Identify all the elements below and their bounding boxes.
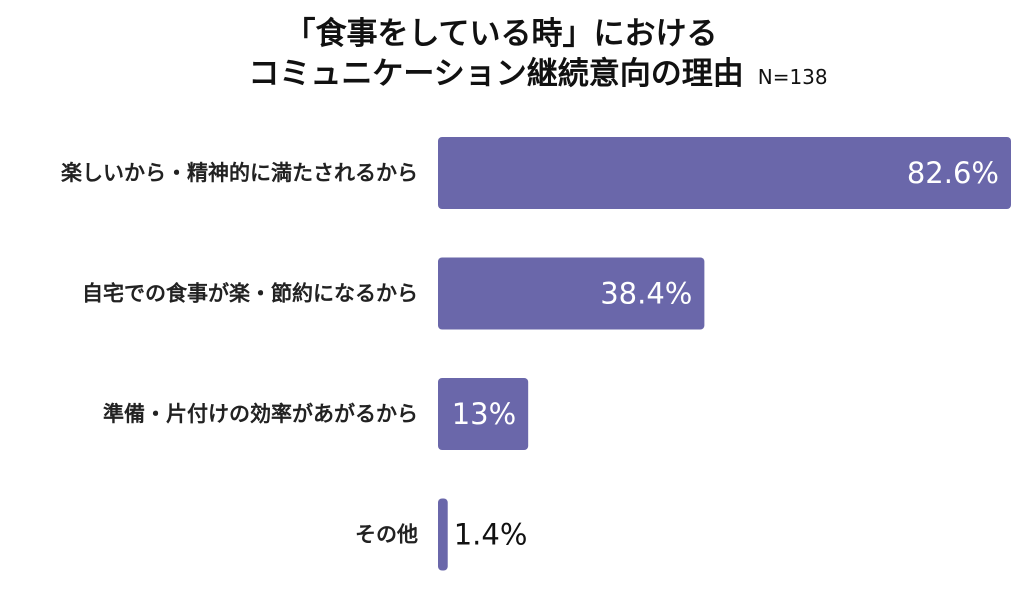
- value-label-3: 1.4%: [454, 518, 528, 552]
- value-label-2: 13%: [452, 397, 516, 431]
- category-label-1: 自宅での食事が楽・節約になるから: [82, 282, 418, 306]
- value-label-1: 38.4%: [600, 277, 692, 311]
- bar-0: [438, 137, 1011, 209]
- category-label-3: その他: [355, 523, 418, 547]
- bar-1: [438, 257, 705, 330]
- sample-size-label: N=138: [757, 65, 828, 89]
- chart-title-line2-text: コミュニケーション継続意向の理由: [248, 56, 744, 92]
- chart-title-line1: 「食事をしている時」における: [284, 16, 718, 52]
- category-label-2: 準備・片付けの効率があがるから: [103, 402, 418, 426]
- bar-3: [438, 498, 448, 571]
- category-label-0: 楽しいから・精神的に満たされるから: [61, 161, 418, 185]
- chart-title: 「食事をしている時」における コミュニケーション継続意向の理由 N=138: [0, 14, 1014, 97]
- chart-title-line2: コミュニケーション継続意向の理由 N=138: [0, 54, 1014, 97]
- value-label-0: 82.6%: [907, 156, 999, 190]
- bar-2: [438, 378, 529, 450]
